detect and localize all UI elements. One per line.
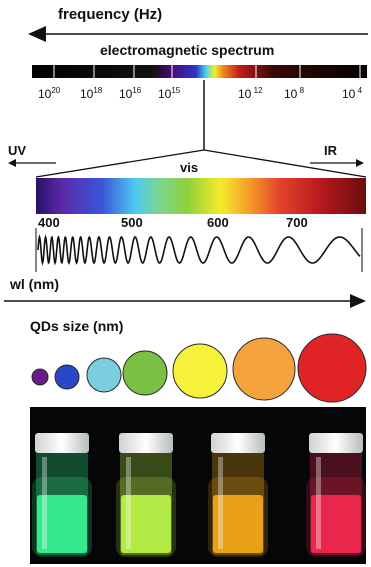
em-spectrum-bar: [32, 65, 367, 78]
freq-tick-label: 10 4: [342, 86, 363, 101]
wavelength-wave: [37, 234, 361, 266]
uv-arrow-head: [8, 159, 16, 167]
nm-tick-label: 400: [38, 215, 60, 230]
freq-tick-label: 1015: [158, 86, 181, 101]
quantum-dot: [297, 333, 367, 403]
frequency-axis-label: frequency (Hz): [58, 6, 163, 23]
nm-tick-label: 600: [207, 215, 229, 230]
vials-photo: [30, 407, 366, 564]
vial: [32, 433, 92, 557]
em-spectrum-label: electromagnetic spectrum: [100, 42, 275, 58]
nm-tick-label: 500: [121, 215, 143, 230]
ir-arrow-head: [356, 159, 364, 167]
vis-label: vis: [180, 160, 199, 175]
em-spectrum-ticks: [53, 65, 361, 78]
vials-illustration: [32, 433, 366, 557]
freq-tick-label: 10 12: [238, 86, 263, 101]
quantum-dot: [172, 343, 228, 399]
vial: [116, 433, 176, 557]
freq-tick-label: 1016: [119, 86, 142, 101]
vial: [208, 433, 268, 557]
qd-size-label: QDs size (nm): [30, 318, 124, 334]
freq-tick-label: 1018: [80, 86, 103, 101]
nm-tick-label: 700: [286, 215, 308, 230]
zoom-line-left: [35, 149, 205, 178]
visible-spectrum-bar: [36, 178, 366, 214]
ir-label: IR: [324, 143, 337, 158]
frequency-arrow-head: [28, 26, 46, 42]
quantum-dot: [86, 357, 122, 393]
quantum-dot: [122, 350, 168, 396]
wavelength-arrow-head: [350, 294, 366, 308]
wavelength-label: wl (nm): [10, 276, 59, 292]
freq-tick-label: 1020: [38, 86, 61, 101]
quantum-dot: [31, 368, 49, 386]
zoom-line-right: [203, 149, 367, 178]
quantum-dot: [232, 337, 296, 401]
quantum-dot: [54, 364, 80, 390]
vial: [306, 433, 366, 557]
uv-label: UV: [8, 143, 27, 158]
freq-tick-label: 10 8: [284, 86, 305, 101]
quantum-dots-row: [31, 333, 367, 403]
